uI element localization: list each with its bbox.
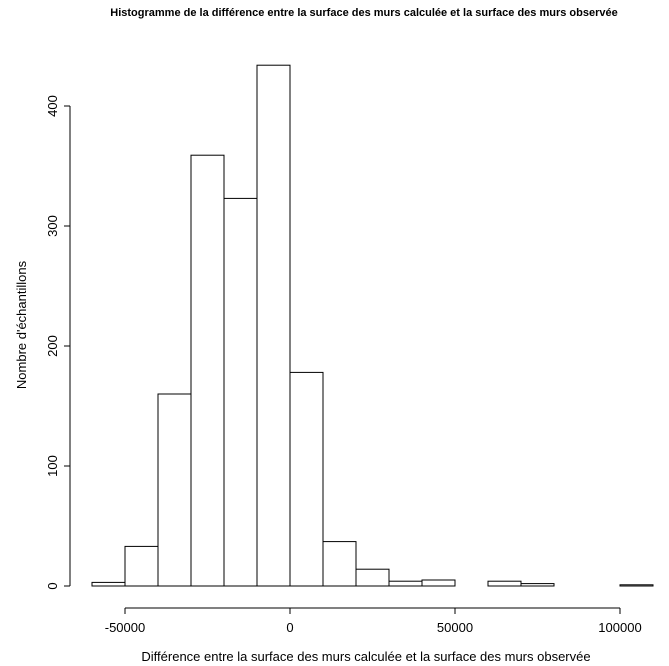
x-axis: -50000 0 50000 100000 <box>105 607 642 635</box>
histogram-bar <box>355 568 390 587</box>
histogram-bar <box>619 584 654 587</box>
histogram-bar <box>256 64 291 587</box>
y-axis: 0 100 200 300 400 <box>45 95 71 590</box>
x-tick-label: 100000 <box>598 620 641 635</box>
bars-group <box>91 64 654 587</box>
y-axis-label: Nombre d'échantillons <box>14 260 29 389</box>
histogram-bar <box>421 579 456 587</box>
histogram-bar <box>190 154 225 587</box>
chart-title: Histogramme de la différence entre la su… <box>110 7 617 19</box>
histogram-bar <box>91 581 126 587</box>
y-tick-label: 300 <box>45 215 60 237</box>
histogram-bar <box>157 393 192 587</box>
y-tick-label: 200 <box>45 335 60 357</box>
histogram-bar <box>388 580 423 587</box>
histogram-bar <box>520 583 555 587</box>
histogram-bar <box>124 545 159 587</box>
x-axis-label: Différence entre la surface des murs cal… <box>141 649 590 664</box>
x-tick-label: 0 <box>286 620 293 635</box>
histogram-bar <box>487 580 522 587</box>
x-tick-label: -50000 <box>105 620 145 635</box>
y-tick-label: 400 <box>45 95 60 117</box>
histogram-bar <box>223 197 258 587</box>
histogram-bar <box>322 541 357 587</box>
y-tick-label: 0 <box>45 582 60 589</box>
histogram-bar <box>289 371 324 587</box>
x-tick-label: 50000 <box>437 620 473 635</box>
y-tick-label: 100 <box>45 455 60 477</box>
